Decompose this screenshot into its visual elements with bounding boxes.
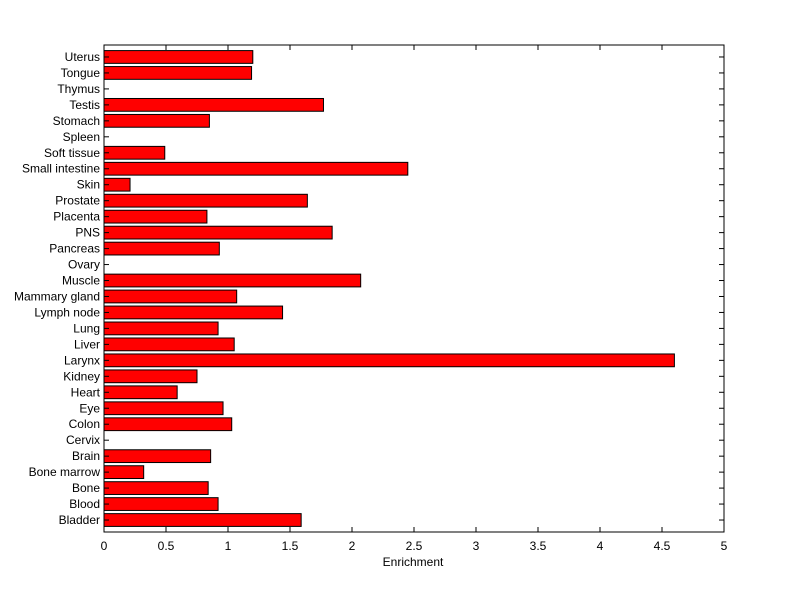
y-tick-label: Ovary	[68, 258, 100, 272]
bar-muscle	[103, 273, 362, 288]
y-tick-label: Larynx	[64, 353, 100, 367]
bar-placenta	[103, 209, 208, 224]
bar-lymph-node	[103, 305, 284, 320]
x-tick-label: 1.5	[282, 539, 299, 553]
bar-mammary-gland	[103, 289, 238, 304]
x-tick-label: 0	[101, 539, 108, 553]
bar-heart	[103, 385, 178, 400]
bar-prostate	[103, 193, 308, 208]
y-tick-label: Small intestine	[22, 162, 100, 176]
x-tick-label: 3	[473, 539, 480, 553]
x-tick-label: 3.5	[530, 539, 547, 553]
x-ticks-group: 0 0.5 1 1.5 2 2.5 3 3.5 4 4.5 5	[101, 45, 728, 553]
x-tick-label: 0.5	[158, 539, 175, 553]
y-tick-label: Cervix	[66, 433, 100, 447]
y-tick-label: Pancreas	[49, 242, 100, 256]
y-tick-label: Bone marrow	[29, 465, 101, 479]
y-tick-label: Heart	[71, 385, 101, 399]
bar-brain	[103, 449, 212, 464]
bar-soft-tissue	[103, 145, 166, 160]
bar-lung	[103, 321, 219, 336]
bar-liver	[103, 337, 235, 352]
bars-group	[103, 50, 675, 527]
y-tick-label: Prostate	[55, 194, 100, 208]
bar-testis	[103, 97, 324, 112]
y-tick-label: Colon	[69, 417, 100, 431]
y-tick-label: Spleen	[63, 130, 100, 144]
y-tick-label: Skin	[77, 178, 100, 192]
y-tick-label: Eye	[79, 401, 100, 415]
x-tick-label: 2.5	[406, 539, 423, 553]
y-tick-label: Uterus	[65, 50, 100, 64]
y-tick-label: PNS	[75, 226, 100, 240]
y-tick-label: Thymus	[57, 82, 100, 96]
x-tick-label: 1	[225, 539, 232, 553]
y-tick-label: Bone	[72, 481, 100, 495]
y-tick-label: Muscle	[62, 274, 100, 288]
bar-larynx	[103, 353, 675, 368]
bar-bone	[103, 481, 209, 495]
y-tick-label: Lymph node	[34, 305, 100, 319]
bar-tongue	[103, 66, 253, 80]
bar-bladder	[103, 513, 302, 527]
y-tick-label: Stomach	[53, 114, 100, 128]
y-tick-label: Bladder	[59, 513, 100, 527]
bar-colon	[103, 417, 233, 432]
y-tick-label: Mammary gland	[14, 289, 100, 303]
y-tick-label: Liver	[74, 337, 100, 351]
bar-blood	[103, 497, 219, 511]
y-ticks-group: Uterus Tongue Thymus Testis Stomach Spleen Sof…	[14, 50, 724, 527]
x-tick-label: 5	[721, 539, 728, 553]
y-tick-label: Soft tissue	[44, 146, 100, 160]
bar-pns	[103, 225, 333, 240]
x-axis-title: Enrichment	[383, 555, 444, 569]
x-tick-label: 2	[349, 539, 356, 553]
y-tick-label: Kidney	[63, 369, 100, 383]
y-tick-label: Testis	[69, 98, 100, 112]
plot-frame	[103, 44, 725, 533]
y-tick-label: Blood	[69, 497, 100, 511]
y-tick-label: Lung	[73, 321, 100, 335]
x-tick-label: 4.5	[654, 539, 671, 553]
bar-small-intestine	[103, 161, 409, 176]
x-tick-label: 4	[597, 539, 604, 553]
y-tick-label: Placenta	[53, 210, 100, 224]
y-tick-label: Brain	[72, 449, 100, 463]
bar-stomach	[103, 113, 210, 128]
y-tick-label: Tongue	[61, 66, 101, 80]
bar-uterus	[103, 50, 254, 64]
bar-eye	[103, 401, 224, 416]
bar-kidney	[103, 369, 198, 384]
bar-bone-marrow	[103, 465, 145, 480]
bar-pancreas	[103, 241, 220, 256]
